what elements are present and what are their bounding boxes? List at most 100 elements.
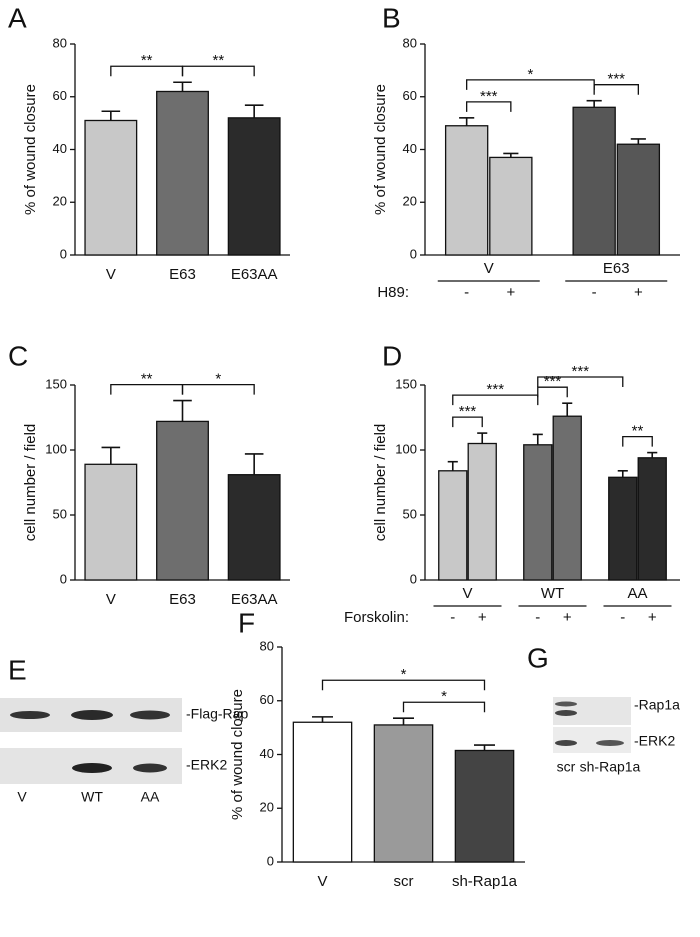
x-tick-label: V <box>317 873 327 890</box>
blot-band <box>130 710 170 720</box>
significance-label: * <box>401 666 407 683</box>
y-tick-label: 0 <box>410 246 417 261</box>
x-tick-label: - <box>450 609 455 626</box>
y-tick-label: 60 <box>403 88 417 103</box>
bar <box>552 415 582 581</box>
significance-label: * <box>215 371 221 388</box>
bar <box>608 476 638 581</box>
blot-band <box>71 710 113 720</box>
bar <box>616 143 661 256</box>
blot-band <box>133 763 167 773</box>
bar <box>84 463 138 581</box>
significance-bracket <box>452 416 483 428</box>
lane-label: scr <box>557 759 576 775</box>
x-tick-label: - <box>620 609 625 626</box>
y-axis-label: cell number / field <box>22 424 39 542</box>
significance-label: ** <box>141 371 153 388</box>
x-tick-label: + <box>563 609 572 626</box>
significance-bracket <box>321 679 486 691</box>
bar <box>637 457 667 581</box>
y-tick-label: 0 <box>60 246 67 261</box>
panel-label: E <box>8 654 27 685</box>
blot-strip <box>553 727 631 753</box>
significance-label: *** <box>607 71 625 88</box>
significance-label: ** <box>141 52 153 69</box>
bar <box>489 156 533 256</box>
factor-label: Forskolin: <box>344 609 409 626</box>
x-tick-label: + <box>478 609 487 626</box>
group-label: E63 <box>603 260 630 277</box>
y-tick-label: 60 <box>260 692 274 707</box>
significance-bracket <box>452 394 539 406</box>
significance-label: ** <box>212 52 224 69</box>
group-label: V <box>484 260 494 277</box>
bar <box>438 470 468 581</box>
y-tick-label: 150 <box>45 376 67 391</box>
factor-label: H89: <box>377 284 409 301</box>
bar <box>292 721 353 863</box>
y-tick-label: 20 <box>53 194 67 209</box>
group-label: AA <box>627 585 647 602</box>
significance-label: *** <box>480 88 498 105</box>
lane-label: WT <box>81 789 103 805</box>
bar <box>156 90 209 256</box>
x-tick-label: E63AA <box>231 591 278 608</box>
bar <box>467 442 497 581</box>
x-tick-label: sh-Rap1a <box>452 873 518 890</box>
y-tick-label: 0 <box>267 853 274 868</box>
blot-band <box>555 740 577 746</box>
group-label: V <box>462 585 472 602</box>
y-tick-label: 40 <box>53 141 67 156</box>
y-tick-label: 50 <box>53 506 67 521</box>
blot-band <box>555 710 577 716</box>
significance-bracket <box>466 79 595 90</box>
y-tick-label: 80 <box>403 35 417 50</box>
significance-bracket <box>537 376 624 387</box>
bar <box>572 106 616 256</box>
bar <box>156 420 209 581</box>
significance-label: *** <box>572 363 590 380</box>
x-tick-label: V <box>106 266 116 283</box>
y-tick-label: 20 <box>403 194 417 209</box>
significance-label: ** <box>632 423 644 440</box>
y-tick-label: 40 <box>403 141 417 156</box>
significance-bracket <box>181 383 255 395</box>
y-axis-label: % of wound closure <box>372 84 389 215</box>
x-tick-label: - <box>535 609 540 626</box>
y-axis-label: cell number / field <box>372 424 389 542</box>
x-tick-label: scr <box>394 873 414 890</box>
y-tick-label: 150 <box>395 376 417 391</box>
x-tick-label: - <box>464 284 469 301</box>
significance-label: * <box>527 66 533 83</box>
significance-bracket <box>402 701 486 713</box>
significance-bracket <box>622 435 653 447</box>
y-tick-label: 20 <box>260 800 274 815</box>
bar <box>523 444 553 581</box>
lane-label: sh-Rap1a <box>580 759 641 775</box>
panel-label: G <box>527 642 549 673</box>
x-tick-label: V <box>106 591 116 608</box>
lane-label: V <box>17 789 27 805</box>
bar <box>227 117 281 256</box>
blot-band <box>596 740 624 746</box>
significance-label: *** <box>544 373 562 390</box>
y-tick-label: 50 <box>403 506 417 521</box>
significance-bracket <box>537 386 568 398</box>
x-tick-label: + <box>506 284 515 301</box>
y-tick-label: 60 <box>53 88 67 103</box>
bar <box>227 474 281 581</box>
group-label: WT <box>541 585 564 602</box>
y-axis-label: % of wound closure <box>22 84 39 215</box>
x-tick-label: + <box>648 609 657 626</box>
significance-bracket <box>466 101 512 112</box>
y-tick-label: 100 <box>45 441 67 456</box>
panel-label: C <box>8 340 28 371</box>
band-label: -ERK2 <box>634 733 675 749</box>
y-tick-label: 80 <box>260 638 274 653</box>
x-tick-label: E63 <box>169 266 196 283</box>
y-tick-label: 0 <box>410 571 417 586</box>
y-tick-label: 100 <box>395 441 417 456</box>
x-tick-label: E63AA <box>231 266 278 283</box>
blot-band <box>72 763 112 773</box>
significance-label: *** <box>487 381 505 398</box>
